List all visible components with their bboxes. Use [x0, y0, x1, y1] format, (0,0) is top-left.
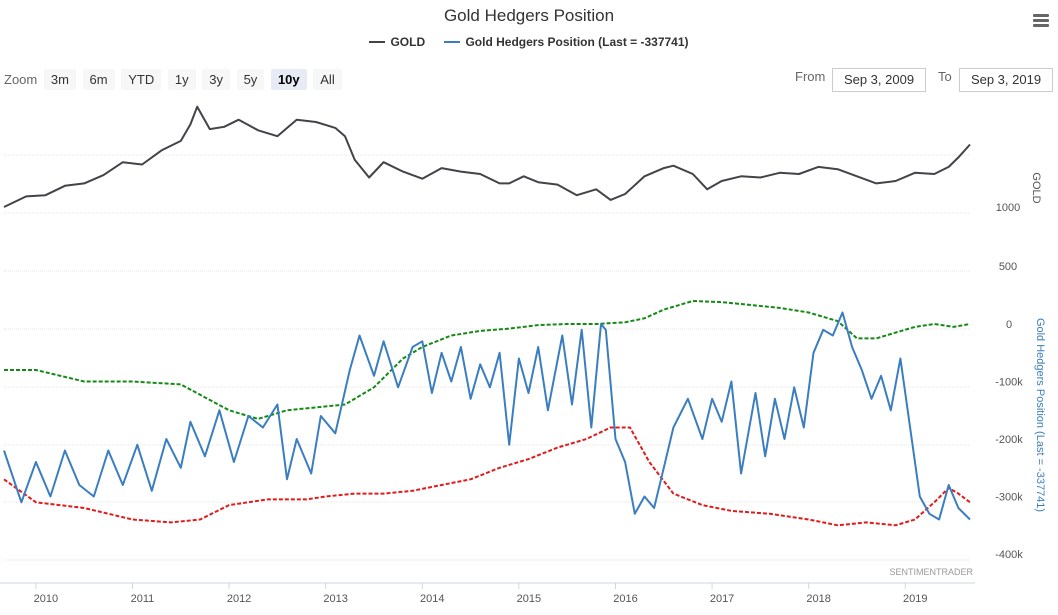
- legend-label-hedgers: Gold Hedgers Position (Last = -337741): [465, 35, 689, 49]
- hedgers-tick-label: -300k: [995, 492, 1023, 504]
- hedgers-tick-label: -100k: [995, 377, 1023, 389]
- x-tick-label: 2012: [227, 593, 251, 605]
- zoom-label: Zoom: [4, 72, 38, 87]
- range-from-label: From: [795, 69, 826, 84]
- range-to-input[interactable]: Sep 3, 2019: [959, 68, 1053, 92]
- legend-swatch-gold: [369, 40, 386, 43]
- chart-menu-button[interactable]: [1033, 14, 1049, 28]
- hedgers-tick-label: 0: [1006, 319, 1012, 331]
- zoom-all-button[interactable]: All: [313, 69, 342, 90]
- hedgers-axis: 0 -100k -200k -300k -400k: [995, 319, 1023, 561]
- x-tick-label: 2015: [517, 593, 541, 605]
- x-tick-label: 2016: [613, 593, 637, 605]
- gold-tick-label: 500: [999, 261, 1017, 273]
- zoom-1y-button[interactable]: 1y: [167, 69, 196, 90]
- chart-title: Gold Hedgers Position: [443, 6, 615, 25]
- zoom-3m-button[interactable]: 3m: [43, 69, 76, 90]
- gold-tick-label: 1000: [996, 202, 1020, 214]
- hamburger-menu-icon: [1033, 14, 1049, 17]
- range-to-label: To: [938, 69, 952, 84]
- zoom-5y-button[interactable]: 5y: [236, 69, 265, 90]
- x-tick-label: 2014: [420, 593, 444, 605]
- zoom-control: Zoom 3m 6m YTD 1y 3y 5y 10y All: [4, 69, 345, 90]
- upper-band-line: [4, 300, 971, 420]
- chart-credit: SENTIMENTRADER: [889, 567, 973, 577]
- gold-axis: 1000 500: [996, 202, 1020, 273]
- hedgers-position-line: [3, 311, 971, 521]
- range-from-input[interactable]: Sep 3, 2009: [832, 68, 926, 92]
- x-tick-label: 2017: [710, 593, 734, 605]
- x-tick-label: 2010: [34, 593, 58, 605]
- gridlines: [4, 154, 970, 561]
- legend-item-hedgers[interactable]: Gold Hedgers Position (Last = -337741): [444, 35, 689, 49]
- legend-swatch-hedgers: [444, 40, 461, 43]
- hedgers-tick-label: -400k: [995, 549, 1023, 561]
- x-axis: 2010 2011 2012 2013 2014 2015 2016 2017 2018 2019: [0, 582, 975, 605]
- hamburger-menu-icon-bar: [1033, 24, 1049, 27]
- hamburger-menu-icon-bar: [1033, 19, 1049, 22]
- legend-item-gold[interactable]: GOLD: [369, 35, 425, 49]
- hedgers-tick-label: -200k: [995, 434, 1023, 446]
- lower-band-line: [3, 426, 971, 527]
- x-tick-label: 2019: [903, 593, 927, 605]
- zoom-ytd-button[interactable]: YTD: [121, 69, 162, 90]
- gold-axis-title: GOLD: [1030, 172, 1042, 203]
- legend-label-gold: GOLD: [390, 35, 426, 49]
- zoom-6m-button[interactable]: 6m: [82, 69, 115, 90]
- hedgers-axis-title: Gold Hedgers Position (Last = -337741): [1034, 318, 1046, 512]
- series-group: [3, 105, 971, 527]
- x-tick-label: 2011: [131, 593, 155, 605]
- chart-legend: GOLD Gold Hedgers Position (Last = -3377…: [0, 35, 1058, 49]
- zoom-3y-button[interactable]: 3y: [202, 69, 230, 90]
- x-tick-label: 2013: [323, 593, 347, 605]
- x-tick-label: 2018: [806, 593, 830, 605]
- gold-line: [3, 105, 971, 208]
- zoom-10y-button[interactable]: 10y: [270, 69, 307, 90]
